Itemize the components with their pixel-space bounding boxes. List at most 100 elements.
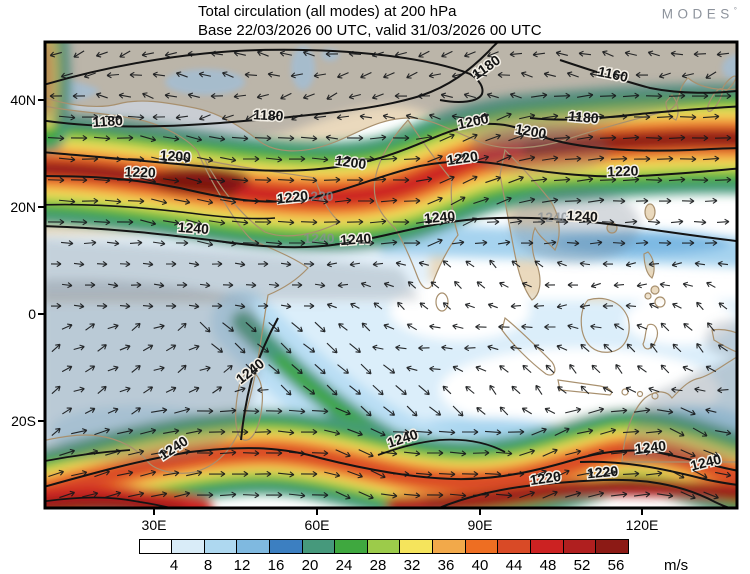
wind-arrow [277, 177, 295, 184]
wind-arrow [223, 364, 233, 373]
wind-arrow [519, 113, 536, 120]
wind-arrow [532, 51, 546, 58]
wind-arrow [119, 303, 131, 310]
wind-arrow [474, 71, 488, 78]
wind-arrow [427, 154, 443, 163]
wind-arrow [151, 491, 168, 498]
wind-arrow [59, 490, 76, 499]
wind-arrow [245, 113, 257, 121]
wind-arrow [369, 176, 387, 183]
wind-arrow [372, 384, 384, 396]
wind-arrow [245, 321, 257, 333]
wind-arrow [197, 198, 214, 205]
wind-arrow [61, 365, 73, 373]
wind-arrow [405, 113, 418, 120]
wind-arrow [313, 114, 327, 121]
wind-arrow [577, 92, 594, 99]
wind-arrow [622, 92, 640, 99]
wind-arrow [542, 197, 559, 204]
wind-arrow [116, 176, 134, 184]
wind-arrow [233, 50, 246, 57]
wind-arrow [578, 218, 592, 225]
wind-arrow [141, 51, 154, 58]
wind-arrow [265, 198, 283, 205]
wind-arrow [706, 322, 715, 332]
wind-arrow [349, 261, 361, 268]
wind-arrow [706, 281, 716, 288]
wind-arrow [703, 491, 719, 500]
wind-arrow [265, 156, 283, 163]
wind-arrow [163, 135, 180, 142]
wind-arrow [716, 51, 730, 58]
wind-arrow [257, 260, 269, 268]
wind-arrow [473, 112, 490, 120]
wind-arrow [499, 406, 509, 416]
wind-arrow [371, 51, 384, 58]
wind-arrow [347, 470, 363, 479]
wind-arrow [449, 450, 467, 457]
wind-arrow [645, 470, 663, 477]
wind-arrow [475, 365, 487, 372]
wind-arrow [509, 218, 523, 225]
wind-arrow [717, 387, 729, 394]
wind-arrow [587, 155, 605, 162]
wind-arrow [462, 217, 478, 227]
wind-arrow [680, 407, 696, 416]
wind-arrow [521, 407, 532, 415]
chart-subtitle: Base 22/03/2026 00 UTC, valid 31/03/2026… [198, 22, 542, 39]
wind-arrow [334, 239, 352, 246]
wind-arrow [358, 449, 374, 458]
wind-arrow [532, 218, 546, 226]
wind-arrow [416, 134, 433, 141]
wind-arrow [702, 113, 720, 120]
wind-arrow [369, 218, 387, 225]
wind-arrow [555, 218, 569, 226]
wind-arrow [335, 407, 351, 416]
wind-arrow [567, 323, 579, 330]
wind-arrow [62, 407, 73, 415]
wind-arrow [450, 196, 466, 206]
wind-arrow [442, 302, 452, 310]
wind-arrow [234, 303, 246, 310]
wind-arrow [577, 134, 594, 141]
contour-label: 1220 [124, 163, 156, 180]
wind-arrow [163, 177, 180, 184]
wind-arrow [208, 428, 226, 435]
wind-arrow [348, 50, 362, 57]
wind-arrow [472, 449, 490, 456]
wind-arrow [361, 322, 371, 332]
contour-label: 1180 [92, 112, 124, 130]
colorbar [138, 539, 630, 554]
wind-arrow [659, 281, 671, 288]
wind-arrow [429, 365, 441, 372]
wind-arrow [107, 407, 119, 414]
wind-arrow [265, 491, 283, 499]
wind-arrow [314, 321, 326, 333]
wind-arrow [71, 428, 88, 435]
wind-arrow [383, 364, 396, 374]
wind-arrow [186, 135, 203, 143]
wind-arrow [221, 114, 234, 121]
wind-arrow [429, 323, 441, 330]
wind-arrow [188, 344, 200, 351]
wind-arrow [519, 155, 536, 162]
wind-arrow [451, 72, 464, 79]
wind-arrow [530, 134, 548, 141]
wind-arrow [418, 344, 430, 352]
wind-arrow [128, 491, 145, 498]
wind-arrow [484, 429, 502, 436]
wind-arrow [177, 322, 187, 332]
wind-arrow [612, 71, 626, 78]
wind-arrow [535, 384, 543, 395]
wind-arrow [610, 113, 628, 120]
wind-arrow [612, 198, 626, 205]
wind-arrow [96, 261, 108, 268]
wind-arrow [668, 134, 686, 141]
wind-arrow [383, 323, 395, 330]
wind-arrow [116, 218, 134, 226]
contour-label: 1220 [586, 463, 619, 482]
wind-arrow [177, 364, 187, 374]
wind-arrow [442, 260, 452, 268]
wind-arrow [681, 239, 695, 247]
wind-arrow [82, 449, 99, 456]
